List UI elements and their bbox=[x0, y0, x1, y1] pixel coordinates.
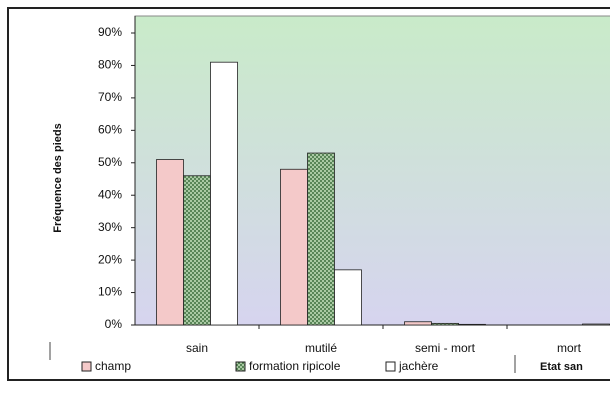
bar bbox=[280, 168, 308, 326]
legend-label: champ bbox=[95, 359, 131, 373]
y-tick-label: 10% bbox=[98, 285, 122, 299]
legend-swatch bbox=[81, 361, 92, 372]
bar bbox=[210, 61, 238, 326]
x-tick-label: sain bbox=[186, 341, 208, 355]
x-tick-label: mutilé bbox=[305, 341, 337, 355]
legend-swatch bbox=[385, 361, 396, 372]
legend-label: jachère bbox=[398, 359, 439, 373]
y-tick-label: 80% bbox=[98, 58, 122, 72]
y-tick-label: 90% bbox=[98, 25, 122, 39]
x-tick-label: mort bbox=[557, 341, 582, 355]
x-tick-label: semi - mort bbox=[415, 341, 476, 355]
bar bbox=[334, 269, 362, 326]
y-tick-label: 60% bbox=[98, 123, 122, 137]
y-tick-label: 50% bbox=[98, 155, 122, 169]
bar bbox=[156, 159, 184, 326]
bar bbox=[582, 323, 610, 326]
bar bbox=[183, 175, 211, 326]
y-tick-label: 40% bbox=[98, 187, 122, 201]
chart-border bbox=[7, 7, 610, 381]
bar bbox=[307, 152, 335, 326]
legend-swatch bbox=[235, 361, 246, 372]
x-axis-title: Etat san bbox=[540, 361, 583, 373]
y-tick-label: 70% bbox=[98, 90, 122, 104]
y-tick-label: 30% bbox=[98, 220, 122, 234]
legend-label: formation ripicole bbox=[249, 359, 341, 373]
bar bbox=[431, 322, 459, 326]
y-axis-title: Fréquence des pieds bbox=[52, 123, 64, 232]
bar bbox=[458, 323, 486, 326]
y-tick-label: 0% bbox=[105, 317, 123, 331]
y-tick-label: 20% bbox=[98, 252, 122, 266]
bar bbox=[404, 321, 432, 326]
